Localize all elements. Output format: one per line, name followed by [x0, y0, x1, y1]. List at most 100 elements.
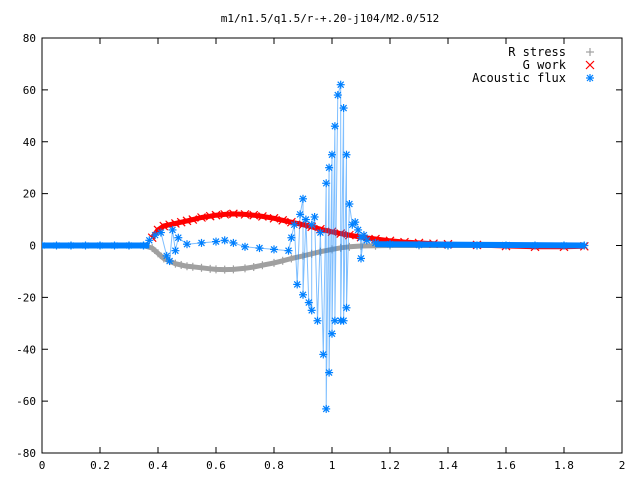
- data-point: [351, 218, 360, 227]
- x-tick-label: 1: [329, 459, 336, 472]
- data-point: [258, 261, 267, 270]
- data-point: [171, 246, 180, 255]
- data-point: [299, 290, 307, 299]
- data-point: [304, 298, 313, 307]
- y-axis: -80 -60 -40 -20 0 20 40 60 80: [16, 32, 622, 460]
- data-point: [330, 122, 339, 131]
- x-tick-label: 1.2: [380, 459, 400, 472]
- data-point: [287, 233, 296, 242]
- data-point: [270, 258, 278, 267]
- y-tick-label: -20: [16, 291, 36, 304]
- data-point: [325, 163, 334, 172]
- data-point: [241, 242, 249, 251]
- data-point: [307, 220, 316, 229]
- data-point: [328, 329, 336, 338]
- data-point: [145, 236, 154, 245]
- legend-marker: [586, 48, 594, 56]
- data-point: [168, 225, 177, 234]
- y-tick-label: 20: [23, 188, 36, 201]
- data-point: [212, 237, 220, 246]
- data-point: [339, 104, 348, 113]
- y-tick-label: 80: [23, 32, 36, 45]
- data-point: [220, 209, 230, 219]
- x-tick-label: 0.4: [148, 459, 168, 472]
- data-point: [240, 209, 250, 219]
- data-point: [183, 240, 191, 249]
- legend-marker: [586, 74, 594, 82]
- data-point: [174, 233, 183, 242]
- data-point: [229, 265, 238, 274]
- y-tick-label: 0: [29, 240, 36, 253]
- data-point: [220, 265, 229, 274]
- data-point: [284, 246, 293, 255]
- series-2: [42, 80, 589, 413]
- data-point: [307, 306, 316, 315]
- y-tick-label: -60: [16, 395, 36, 408]
- data-point: [322, 404, 331, 413]
- data-point: [241, 264, 249, 273]
- data-point: [278, 215, 288, 225]
- data-point: [290, 220, 299, 229]
- data-point: [154, 249, 162, 258]
- x-tick-label: 0: [39, 459, 46, 472]
- data-point: [328, 150, 336, 159]
- data-point: [249, 210, 259, 220]
- series-layer: [42, 80, 589, 413]
- x-tick-label: 1.4: [438, 459, 458, 472]
- x-tick-label: 0.2: [90, 459, 110, 472]
- y-tick-label: 60: [23, 84, 36, 97]
- data-point: [310, 212, 319, 221]
- legend-label: Acoustic flux: [472, 71, 566, 85]
- data-point: [257, 212, 267, 221]
- x-axis: 0 0.2 0.4 0.6 0.8 1 1.2 1.4 1.6 1.8 2: [39, 38, 626, 472]
- data-point: [345, 200, 354, 208]
- x-tick-label: 0.8: [264, 459, 284, 472]
- data-point: [229, 238, 238, 247]
- data-point: [301, 215, 310, 224]
- data-point: [188, 262, 197, 271]
- data-point: [156, 228, 165, 237]
- data-point: [357, 254, 365, 263]
- data-point: [342, 150, 351, 159]
- data-point: [362, 236, 371, 245]
- data-point: [197, 213, 206, 222]
- data-point: [299, 194, 307, 203]
- x-tick-label: 0.6: [206, 459, 226, 472]
- legend-label: G work: [523, 58, 567, 72]
- data-point: [278, 256, 287, 265]
- data-point: [255, 244, 264, 253]
- chart-title: m1/n1.5/q1.5/r-+.20-j104/M2.0/512: [221, 12, 440, 25]
- data-point: [333, 91, 342, 100]
- data-point: [296, 210, 305, 219]
- data-point: [177, 260, 186, 269]
- x-tick-label: 1.8: [554, 459, 574, 472]
- data-point: [220, 236, 229, 245]
- y-tick-label: 40: [23, 136, 36, 149]
- y-tick-label: -80: [16, 447, 36, 460]
- data-point: [313, 316, 322, 325]
- data-point: [270, 245, 278, 254]
- data-point: [148, 244, 157, 253]
- data-point: [197, 238, 206, 247]
- data-point: [287, 254, 296, 263]
- x-tick-label: 2: [619, 459, 626, 472]
- data-point: [228, 209, 238, 219]
- y-tick-label: -40: [16, 343, 36, 356]
- data-point: [211, 210, 221, 220]
- data-point: [336, 80, 345, 89]
- series-baseline-right: [375, 241, 585, 249]
- data-point: [197, 263, 206, 272]
- legend-label: R stress: [508, 45, 566, 59]
- x-tick-label: 1.6: [496, 459, 516, 472]
- data-point: [212, 265, 220, 274]
- data-point: [188, 215, 198, 224]
- data-point: [293, 280, 302, 289]
- data-point: [269, 213, 279, 223]
- data-point: [339, 316, 348, 325]
- data-point: [165, 257, 174, 266]
- data-point: [354, 225, 363, 234]
- data-point: [325, 368, 334, 377]
- data-point: [249, 263, 258, 272]
